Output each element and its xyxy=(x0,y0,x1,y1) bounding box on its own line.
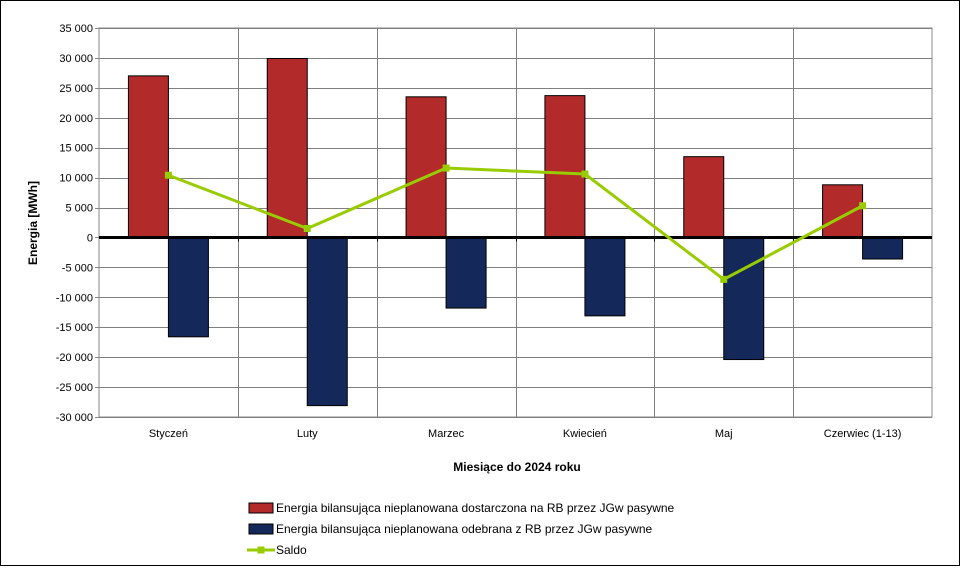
legend-label: Energia bilansująca nieplanowana dostarc… xyxy=(276,501,675,515)
plot-area xyxy=(98,27,933,418)
legend-marker xyxy=(257,546,265,554)
y-tick-label: 30 000 xyxy=(59,53,93,65)
bar-dostarczona xyxy=(127,75,169,238)
bar-dostarczona xyxy=(405,96,447,238)
saldo-point xyxy=(164,171,172,179)
bar-dostarczona xyxy=(266,58,308,238)
y-tick-label: 10 000 xyxy=(59,173,93,185)
saldo-point xyxy=(720,275,728,283)
y-tick-label: -30 000 xyxy=(56,412,93,424)
legend-label: Energia bilansująca nieplanowana odebran… xyxy=(276,522,653,536)
bar-odebrana xyxy=(584,236,626,317)
legend-label: Saldo xyxy=(276,543,307,557)
saldo-line xyxy=(167,166,864,282)
legend-swatch xyxy=(248,523,274,535)
x-tick-label: Czerwiec (1-13) xyxy=(824,428,902,440)
y-tick-label: 0 xyxy=(87,232,93,244)
bar-dostarczona xyxy=(683,156,725,238)
x-tick-label: Luty xyxy=(297,428,318,440)
y-tick-label: -5 000 xyxy=(62,262,93,274)
bar-dostarczona xyxy=(544,95,586,238)
x-tick-label: Styczeń xyxy=(149,428,188,440)
y-tick-label: 25 000 xyxy=(59,83,93,95)
x-tick-label: Maj xyxy=(715,428,733,440)
y-tick-label: 35 000 xyxy=(59,23,93,35)
y-tick-label: -25 000 xyxy=(56,382,93,394)
y-tick-label: 5 000 xyxy=(65,203,93,215)
y-tick-label: -10 000 xyxy=(56,292,93,304)
y-tick-label: 15 000 xyxy=(59,143,93,155)
legend-swatch xyxy=(248,502,274,514)
bar-odebrana xyxy=(306,236,348,407)
x-axis-title: Miesiące do 2024 roku xyxy=(453,460,580,474)
y-tick-label: -20 000 xyxy=(56,352,93,364)
y-axis-title: Energia [MWh] xyxy=(26,181,40,265)
legend: Energia bilansująca nieplanowana dostarc… xyxy=(247,501,675,557)
bar-odebrana xyxy=(862,236,904,260)
bar-dostarczona xyxy=(822,184,864,238)
saldo-point xyxy=(442,164,450,172)
y-tick-label: 20 000 xyxy=(59,113,93,125)
saldo-point xyxy=(581,170,589,178)
saldo-point xyxy=(303,224,311,232)
bar-odebrana xyxy=(167,236,209,338)
bar-odebrana xyxy=(445,236,487,309)
x-tick-label: Kwiecień xyxy=(563,428,607,440)
x-tick-label: Marzec xyxy=(428,428,465,440)
y-tick-label: -15 000 xyxy=(56,322,93,334)
saldo-point xyxy=(859,202,867,210)
bar-odebrana xyxy=(723,236,765,361)
